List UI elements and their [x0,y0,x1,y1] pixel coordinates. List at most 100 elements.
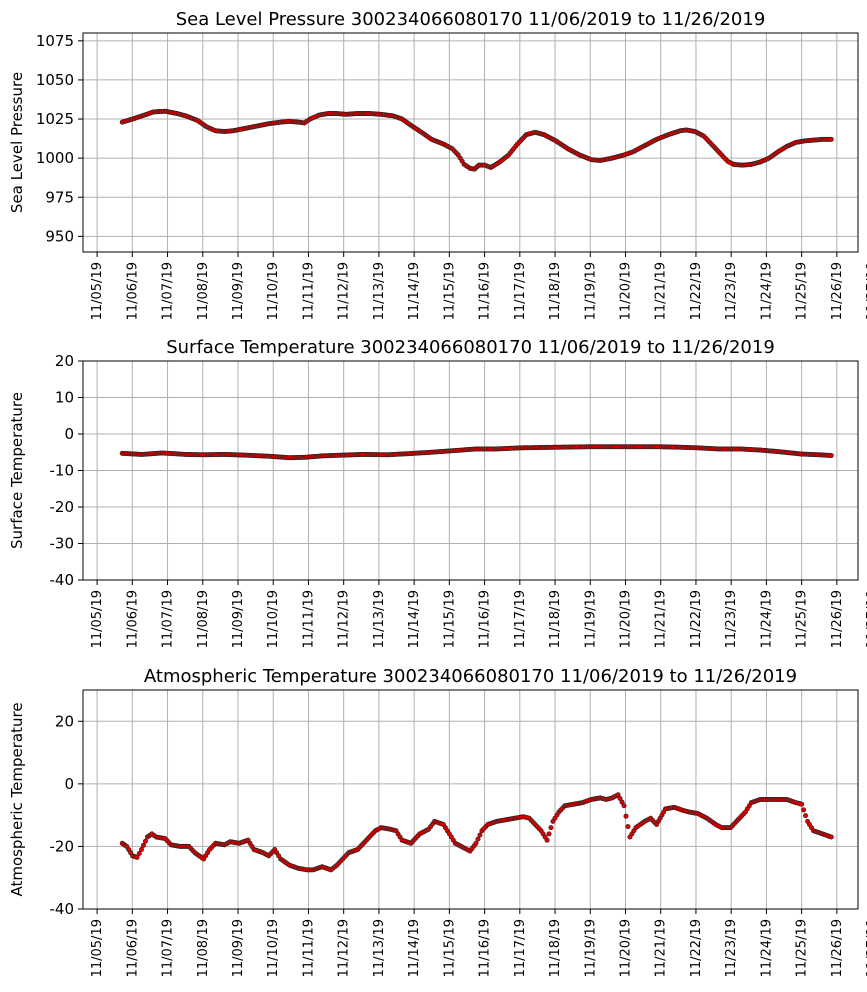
atmospheric-temperature-point [475,836,481,842]
sea-level-pressure-xtick-label-11: 11/16/19 [478,262,493,320]
atmospheric-temperature-point [140,842,146,848]
atmospheric-temperature-ytick-label-2: 0 [64,775,74,793]
sea-level-pressure-xtick-label-17: 11/22/19 [689,262,704,320]
atmospheric-temperature-point [546,831,552,837]
surface-temperature-xtick-label-14: 11/19/19 [583,590,598,648]
sea-level-pressure-xtick-label-22: 11/27/19 [865,262,867,320]
sea-level-pressure-xtick-label-21: 11/26/19 [830,262,845,320]
atmospheric-temperature-xtick-label-3: 11/08/19 [196,919,211,977]
atmospheric-temperature-xtick-label-13: 11/18/19 [548,919,563,977]
sea-level-pressure-xtick-label-13: 11/18/19 [548,262,563,320]
atmospheric-temperature-ylabel: Atmospheric Temperature [8,702,26,896]
atmospheric-temperature-point [623,813,629,819]
atmospheric-temperature-xtick-label-2: 11/07/19 [161,919,176,977]
surface-temperature-ytick-label-1: -30 [50,535,75,553]
surface-temperature-xtick-label-3: 11/08/19 [196,590,211,648]
sea-level-pressure-xtick-label-14: 11/19/19 [583,262,598,320]
atmospheric-temperature-xtick-label-22: 11/27/19 [865,919,867,977]
sea-level-pressure-xtick-label-5: 11/10/19 [266,262,281,320]
sea-level-pressure-xtick-label-3: 11/08/19 [196,262,211,320]
atmospheric-temperature-ytick-label-3: 20 [55,712,74,730]
atmospheric-temperature-axes-frame [82,689,859,910]
atmospheric-temperature-xtick-label-18: 11/23/19 [724,919,739,977]
surface-temperature-xtick-label-2: 11/07/19 [161,590,176,648]
atmospheric-temperature-xtick-label-6: 11/11/19 [301,919,316,977]
sea-level-pressure-xtick-label-4: 11/09/19 [231,262,246,320]
sea-level-pressure-xtick-label-8: 11/13/19 [372,262,387,320]
sea-level-pressure-ytick-label-4: 1050 [36,71,74,89]
atmospheric-temperature-xtick-label-19: 11/24/19 [759,919,774,977]
surface-temperature-ytick-label-4: 0 [64,425,74,443]
surface-temperature-title: Surface Temperature 300234066080170 11/0… [166,337,775,358]
sea-level-pressure-xtick-label-0: 11/05/19 [90,262,105,320]
surface-temperature-xtick-label-12: 11/17/19 [513,590,528,648]
sea-level-pressure-xtick-label-18: 11/23/19 [724,262,739,320]
sea-level-pressure-axes-frame [82,32,859,253]
surface-temperature-xtick-label-0: 11/05/19 [90,590,105,648]
atmospheric-temperature-xtick-label-9: 11/14/19 [407,919,422,977]
surface-temperature-xtick-label-6: 11/11/19 [301,590,316,648]
atmospheric-temperature-point [621,803,627,809]
atmospheric-temperature-xtick-label-16: 11/21/19 [654,919,669,977]
sea-level-pressure-xtick-label-20: 11/25/19 [795,262,810,320]
surface-temperature-xtick-label-13: 11/18/19 [548,590,563,648]
sea-level-pressure-xtick-label-2: 11/07/19 [161,262,176,320]
atmospheric-temperature-point [625,824,631,830]
surface-temperature-xtick-label-5: 11/10/19 [266,590,281,648]
atmospheric-temperature-xtick-label-17: 11/22/19 [689,919,704,977]
sea-level-pressure-ytick-label-0: 950 [45,227,74,245]
atmospheric-temperature-point [828,834,834,840]
atmospheric-temperature-xtick-label-14: 11/19/19 [583,919,598,977]
surface-temperature-xtick-label-22: 11/27/19 [865,590,867,648]
surface-temperature-xtick-label-18: 11/23/19 [724,590,739,648]
sea-level-pressure-xtick-label-10: 11/15/19 [442,262,457,320]
sea-level-pressure-xtick-label-1: 11/06/19 [125,262,140,320]
atmospheric-temperature-xtick-label-12: 11/17/19 [513,919,528,977]
surface-temperature-xtick-label-20: 11/25/19 [795,590,810,648]
atmospheric-temperature-point [142,838,148,844]
atmospheric-temperature-xtick-label-11: 11/16/19 [478,919,493,977]
sea-level-pressure-xtick-label-6: 11/11/19 [301,262,316,320]
surface-temperature-xtick-label-16: 11/21/19 [654,590,669,648]
sea-level-pressure-ytick-label-2: 1000 [36,149,74,167]
sea-level-pressure-points [119,108,834,172]
sea-level-pressure-xtick-label-15: 11/20/19 [619,262,634,320]
sea-level-pressure-xtick-label-19: 11/24/19 [759,262,774,320]
atmospheric-temperature-xtick-label-10: 11/15/19 [442,919,457,977]
sea-level-pressure-xtick-label-12: 11/17/19 [513,262,528,320]
surface-temperature-ylabel: Surface Temperature [8,392,26,549]
surface-temperature-xtick-label-15: 11/20/19 [619,590,634,648]
surface-temperature-xtick-label-8: 11/13/19 [372,590,387,648]
surface-temperature-point [828,453,834,459]
atmospheric-temperature-point [136,850,142,856]
surface-temperature-xtick-label-4: 11/09/19 [231,590,246,648]
atmospheric-temperature-xtick-label-15: 11/20/19 [619,919,634,977]
atmospheric-temperature-xtick-label-4: 11/09/19 [231,919,246,977]
atmospheric-temperature-xtick-label-20: 11/25/19 [795,919,810,977]
atmospheric-temperature-xtick-label-21: 11/26/19 [830,919,845,977]
sea-level-pressure-title: Sea Level Pressure 300234066080170 11/06… [176,9,766,30]
atmospheric-temperature-ytick-label-1: -20 [50,837,75,855]
atmospheric-temperature-xtick-label-5: 11/10/19 [266,919,281,977]
atmospheric-temperature-point [477,832,483,838]
atmospheric-temperature-point [138,847,144,853]
sea-level-pressure-xtick-label-16: 11/21/19 [654,262,669,320]
surface-temperature-xtick-label-10: 11/15/19 [442,590,457,648]
surface-temperature-xtick-label-1: 11/06/19 [125,590,140,648]
atmospheric-temperature-point [803,813,809,819]
surface-temperature-xtick-label-19: 11/24/19 [759,590,774,648]
atmospheric-temperature-points [119,792,834,873]
sea-level-pressure-ytick-label-1: 975 [45,188,74,206]
surface-temperature-ytick-label-5: 10 [55,389,74,407]
surface-temperature-axes-frame [82,360,859,581]
surface-temperature-ytick-label-0: -40 [50,571,75,589]
atmospheric-temperature-xtick-label-7: 11/12/19 [337,919,352,977]
surface-temperature-xtick-label-21: 11/26/19 [830,590,845,648]
atmospheric-temperature-xtick-label-8: 11/13/19 [372,919,387,977]
atmospheric-temperature-xtick-label-0: 11/05/19 [90,919,105,977]
surface-temperature-xtick-label-17: 11/22/19 [689,590,704,648]
sea-level-pressure-ytick-label-5: 1075 [36,32,74,50]
sea-level-pressure-xtick-label-9: 11/14/19 [407,262,422,320]
surface-temperature-points [119,444,834,461]
